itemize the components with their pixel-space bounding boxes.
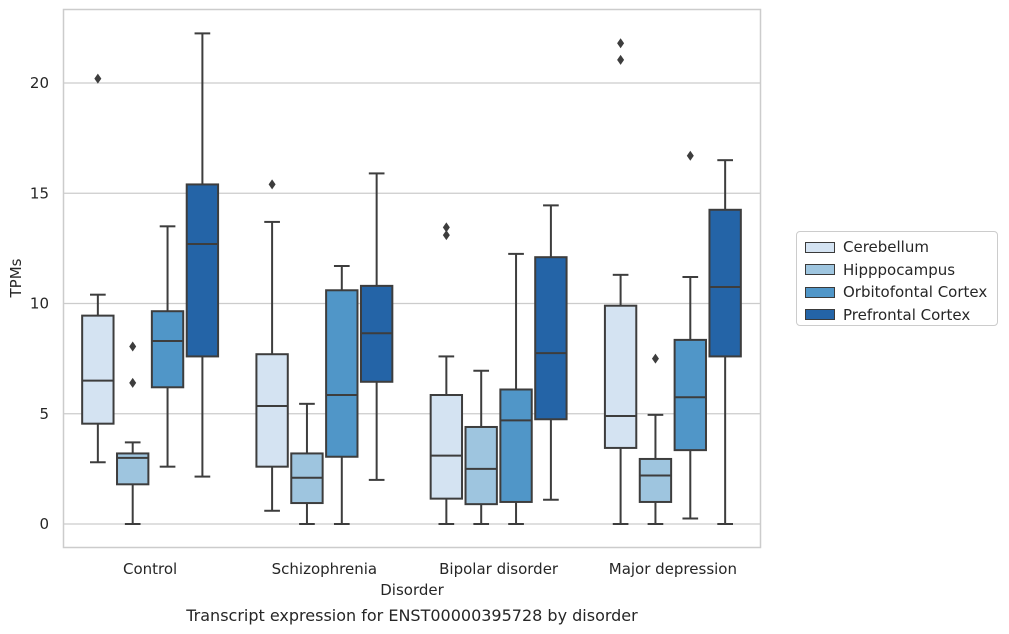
x-tick-label: Bipolar disorder: [439, 560, 559, 578]
box: [638, 457, 673, 503]
outlier-point: [617, 38, 625, 49]
legend-label: Hipppocampus: [843, 260, 956, 279]
box-group: [116, 341, 150, 525]
x-tick-labels: Control Schizophrenia Bipolar disorder Majo…: [123, 560, 737, 578]
outlier-point: [442, 230, 450, 241]
box-group: [499, 252, 533, 525]
box: [185, 183, 220, 358]
box-group: [185, 32, 220, 478]
legend-item: Cerebellum: [805, 236, 997, 259]
legend-item: Orbitofontal Cortex: [805, 281, 997, 304]
box: [325, 289, 359, 458]
box-group: [325, 265, 359, 525]
box: [534, 256, 568, 421]
legend-swatch: [805, 264, 835, 276]
box: [603, 304, 638, 449]
box-group: [534, 204, 568, 501]
box-group: [603, 38, 638, 525]
gridlines: [63, 82, 760, 525]
box-group: [81, 73, 115, 464]
outlier-point: [651, 353, 659, 364]
y-tick-label: 0: [39, 515, 49, 533]
box-group: [464, 369, 498, 525]
legend: Cerebellum Hipppocampus Orbitofontal Corte…: [796, 231, 998, 326]
box-group: [290, 402, 324, 525]
box: [464, 425, 498, 506]
x-axis-title: Disorder: [380, 581, 444, 599]
outlier-point: [617, 54, 625, 65]
box: [708, 208, 742, 358]
legend-label: Orbitofontal Cortex: [843, 283, 988, 302]
x-tick-label: Control: [123, 560, 177, 578]
x-tick-label: Schizophrenia: [272, 560, 377, 578]
box-group: [638, 353, 673, 525]
box: [255, 353, 289, 468]
legend-swatch: [805, 309, 835, 321]
legend-label: Cerebellum: [843, 238, 929, 257]
figure-caption: Transcript expression for ENST0000039572…: [186, 606, 638, 625]
y-tick-label: 5: [39, 405, 49, 423]
box-group: [673, 150, 707, 520]
y-tick-label: 15: [30, 184, 49, 202]
outlier-point: [129, 341, 137, 352]
x-tick-label: Major depression: [609, 560, 737, 578]
legend-swatch: [805, 286, 835, 298]
legend-swatch: [805, 241, 835, 253]
box-group: [429, 222, 464, 525]
box-groups: [81, 32, 742, 525]
box-group: [255, 179, 289, 512]
legend-label: Prefrontal Cortex: [843, 305, 971, 324]
legend-item: Hipppocampus: [805, 259, 997, 282]
box-group: [359, 172, 394, 481]
box-group: [708, 159, 742, 525]
outlier-point: [129, 377, 137, 388]
box: [81, 314, 115, 425]
box: [673, 338, 707, 452]
box: [499, 388, 533, 503]
box-group: [150, 225, 185, 468]
y-axis-title: TPMs: [7, 258, 25, 298]
plot-frame: [62, 8, 762, 549]
outlier-point: [94, 73, 102, 84]
box: [150, 310, 185, 389]
box: [429, 394, 464, 500]
legend-item: Prefrontal Cortex: [805, 304, 997, 327]
y-tick-label: 10: [30, 295, 49, 313]
y-tick-labels: 0 5 10 15 20: [30, 74, 49, 533]
y-tick-label: 20: [30, 74, 49, 92]
outlier-point: [686, 150, 694, 161]
outlier-point: [442, 222, 450, 233]
outlier-point: [268, 179, 276, 190]
